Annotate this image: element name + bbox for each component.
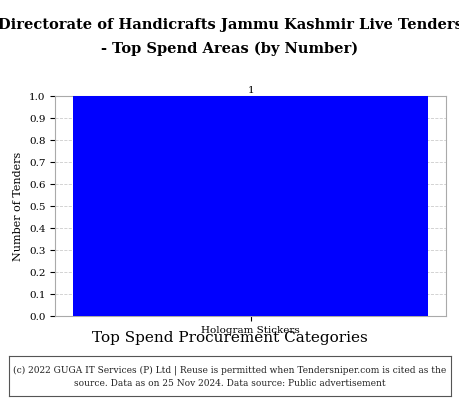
Text: (c) 2022 GUGA IT Services (P) Ltd | Reuse is permitted when Tendersniper.com is : (c) 2022 GUGA IT Services (P) Ltd | Reus… xyxy=(13,365,446,388)
Y-axis label: Number of Tenders: Number of Tenders xyxy=(13,151,23,261)
Text: Top Spend Procurement Categories: Top Spend Procurement Categories xyxy=(92,331,367,345)
Text: - Top Spend Areas (by Number): - Top Spend Areas (by Number) xyxy=(101,42,358,56)
Text: 1: 1 xyxy=(247,86,253,95)
Text: Directorate of Handicrafts Jammu Kashmir Live Tenders: Directorate of Handicrafts Jammu Kashmir… xyxy=(0,18,459,32)
